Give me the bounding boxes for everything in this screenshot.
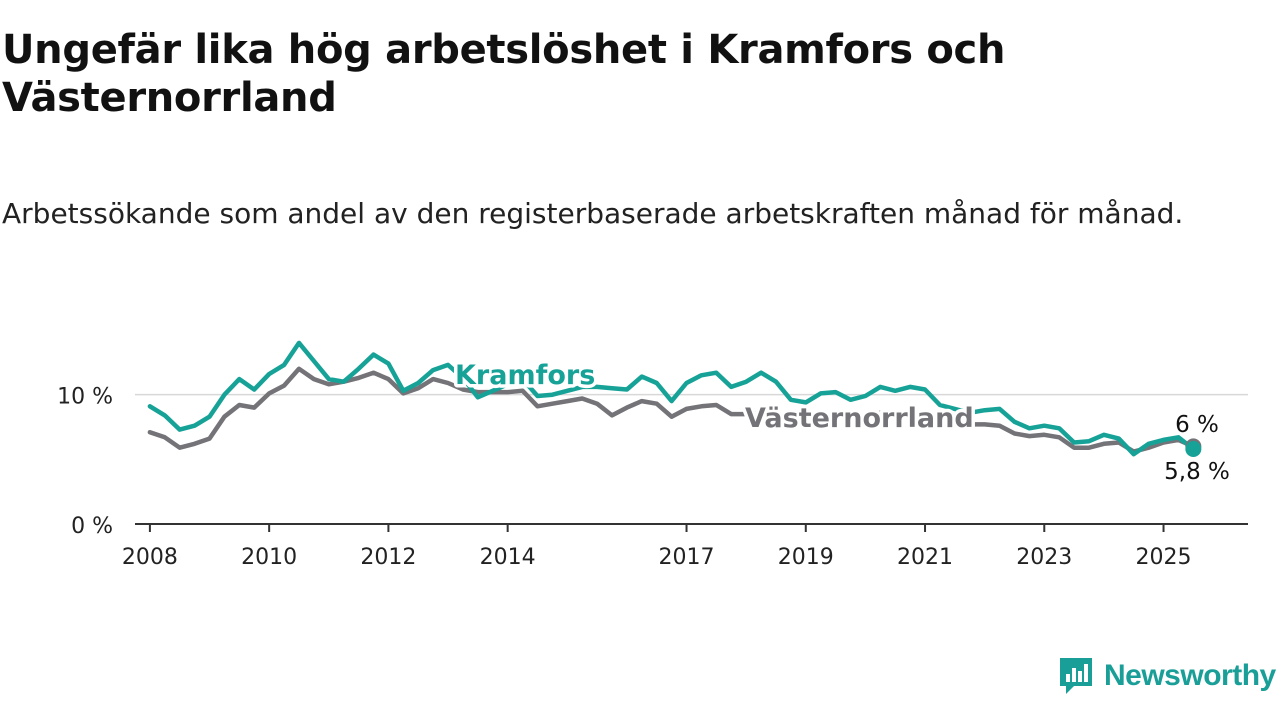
x-tick-label: 2014 [480, 545, 536, 570]
series-label-kramfors: Kramfors [455, 360, 595, 391]
chart-subtitle: Arbetssökande som andel av den registerb… [2, 197, 1184, 230]
y-tick-label: 0 % [71, 514, 113, 539]
x-tick-label: 2012 [360, 545, 416, 570]
end-label-kramfors: 5,8 % [1164, 459, 1230, 485]
series-line-kramfors [147, 340, 1196, 457]
y-tick-label: 10 % [57, 385, 113, 410]
x-tick-label: 2023 [1016, 545, 1072, 570]
series-label-vasternorrland: Västernorrland [745, 403, 974, 434]
newsworthy-logo-text: Newsworthy [1104, 659, 1276, 692]
series-line-vasternorrland [147, 366, 1196, 454]
x-tick-label: 2010 [241, 545, 297, 570]
x-tick-label: 2021 [897, 545, 953, 570]
line-chart: 0 % 10 % 2008 2010 2012 2014 2017 2019 2021 2023 2… [57, 340, 1248, 570]
chart-title: Ungefär lika hög arbetslöshet i Kramfors… [2, 27, 1006, 121]
x-tick-label: 2008 [122, 545, 178, 570]
newsworthy-logo-icon [1060, 658, 1092, 694]
x-tick-label: 2025 [1136, 545, 1192, 570]
x-tick-label: 2019 [778, 545, 834, 570]
x-tick-label: 2017 [659, 545, 715, 570]
end-point-kramfors [1185, 440, 1202, 457]
newsworthy-logo: Newsworthy [1058, 654, 1276, 698]
end-label-vasternorrland: 6 % [1175, 412, 1219, 438]
